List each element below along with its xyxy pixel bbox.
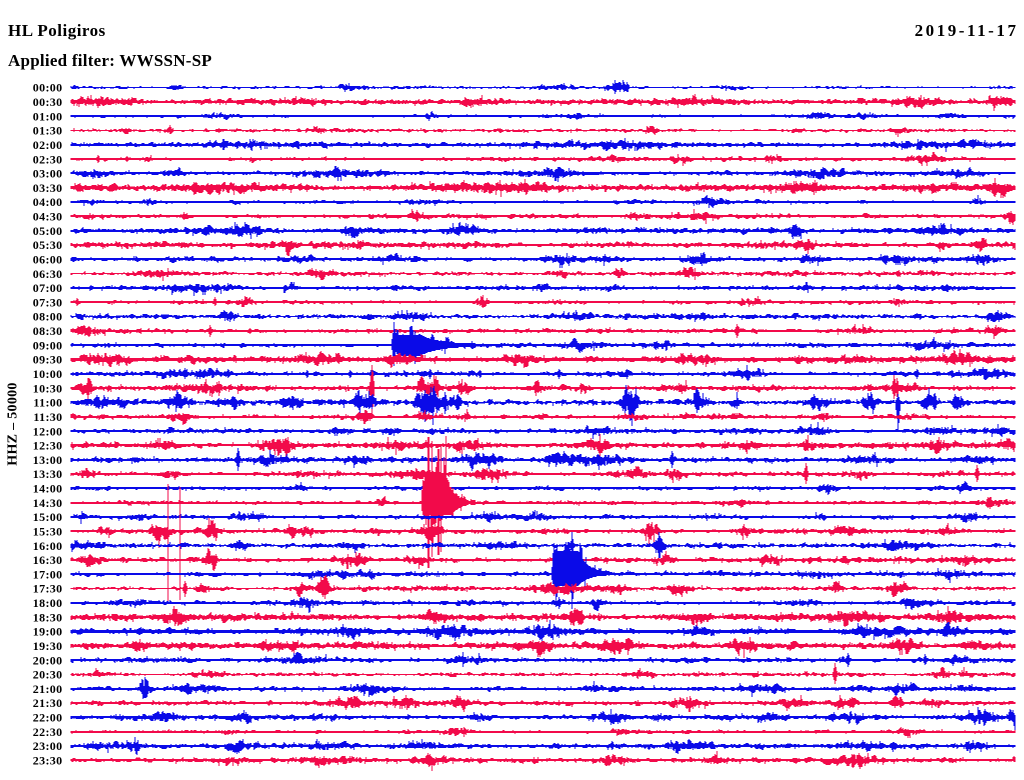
svg-text:14:30: 14:30 bbox=[33, 496, 63, 510]
svg-text:10:00: 10:00 bbox=[33, 367, 63, 381]
svg-text:13:00: 13:00 bbox=[33, 453, 63, 467]
svg-text:07:00: 07:00 bbox=[33, 281, 63, 295]
svg-text:03:00: 03:00 bbox=[33, 167, 63, 181]
svg-text:HHZ – 50000: HHZ – 50000 bbox=[6, 382, 21, 465]
svg-text:15:00: 15:00 bbox=[33, 510, 63, 524]
svg-text:05:00: 05:00 bbox=[33, 224, 63, 238]
svg-text:19:00: 19:00 bbox=[33, 625, 63, 639]
svg-text:16:30: 16:30 bbox=[33, 553, 63, 567]
svg-text:02:30: 02:30 bbox=[33, 152, 63, 166]
svg-text:19:30: 19:30 bbox=[33, 639, 63, 653]
svg-text:13:30: 13:30 bbox=[33, 467, 63, 481]
svg-text:06:30: 06:30 bbox=[33, 267, 63, 281]
svg-text:00:30: 00:30 bbox=[33, 95, 63, 109]
svg-text:04:00: 04:00 bbox=[33, 195, 63, 209]
svg-text:07:30: 07:30 bbox=[33, 295, 63, 309]
svg-text:01:30: 01:30 bbox=[33, 124, 63, 138]
svg-text:09:30: 09:30 bbox=[33, 353, 63, 367]
svg-text:18:00: 18:00 bbox=[33, 596, 63, 610]
svg-text:11:30: 11:30 bbox=[33, 410, 62, 424]
svg-text:20:30: 20:30 bbox=[33, 668, 63, 682]
svg-text:08:00: 08:00 bbox=[33, 310, 63, 324]
svg-text:05:30: 05:30 bbox=[33, 238, 63, 252]
svg-text:17:30: 17:30 bbox=[33, 582, 63, 596]
svg-text:11:00: 11:00 bbox=[33, 396, 62, 410]
svg-text:14:00: 14:00 bbox=[33, 482, 63, 496]
svg-text:21:00: 21:00 bbox=[33, 682, 63, 696]
svg-text:HL Poligiros: HL Poligiros bbox=[8, 21, 106, 40]
svg-text:09:00: 09:00 bbox=[33, 338, 63, 352]
svg-text:04:30: 04:30 bbox=[33, 210, 63, 224]
svg-text:Applied filter: WWSSN-SP: Applied filter: WWSSN-SP bbox=[8, 51, 212, 70]
svg-text:10:30: 10:30 bbox=[33, 381, 63, 395]
svg-text:08:30: 08:30 bbox=[33, 324, 63, 338]
svg-text:22:30: 22:30 bbox=[33, 725, 63, 739]
svg-text:21:30: 21:30 bbox=[33, 696, 63, 710]
svg-text:03:30: 03:30 bbox=[33, 181, 63, 195]
svg-text:01:00: 01:00 bbox=[33, 109, 63, 123]
svg-text:12:00: 12:00 bbox=[33, 424, 63, 438]
svg-text:12:30: 12:30 bbox=[33, 439, 63, 453]
svg-text:16:00: 16:00 bbox=[33, 539, 63, 553]
svg-text:2019-11-17: 2019-11-17 bbox=[915, 21, 1019, 40]
svg-text:23:30: 23:30 bbox=[33, 754, 63, 768]
svg-text:02:00: 02:00 bbox=[33, 138, 63, 152]
svg-text:00:00: 00:00 bbox=[33, 81, 63, 95]
svg-text:17:00: 17:00 bbox=[33, 567, 63, 581]
svg-text:22:00: 22:00 bbox=[33, 711, 63, 725]
svg-text:23:00: 23:00 bbox=[33, 739, 63, 753]
svg-text:15:30: 15:30 bbox=[33, 525, 63, 539]
svg-text:20:00: 20:00 bbox=[33, 653, 63, 667]
svg-text:18:30: 18:30 bbox=[33, 610, 63, 624]
svg-text:06:00: 06:00 bbox=[33, 253, 63, 267]
